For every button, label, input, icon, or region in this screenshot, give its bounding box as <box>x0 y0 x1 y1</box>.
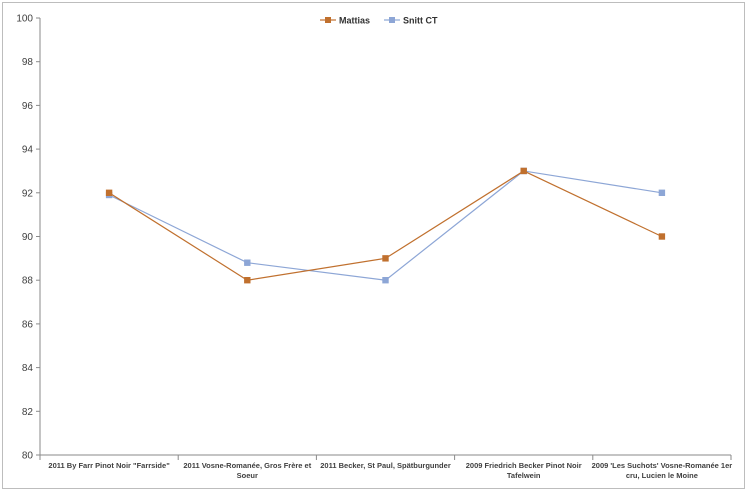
x-tick-label: 2011 Vosne-Romanée, Gros Frère et Soeur <box>183 461 311 480</box>
y-tick-label: 92 <box>22 188 34 199</box>
data-point <box>520 167 527 175</box>
x-tick-label: 2011 Becker, St Paul, Spätburgunder <box>320 461 451 470</box>
legend-label: Snitt CT <box>403 16 438 26</box>
data-point <box>244 277 251 284</box>
x-tick-label-line: Tafelwein <box>507 471 541 480</box>
data-point <box>382 277 389 284</box>
x-tick-label: 2009 Friedrich Becker Pinot Noir Tafelwei… <box>466 461 582 480</box>
y-tick-label: 80 <box>22 451 34 462</box>
y-tick-label: 84 <box>22 363 34 374</box>
y-tick-label: 86 <box>22 319 34 330</box>
y-tick-label: 96 <box>22 101 34 112</box>
y-tick-label: 90 <box>22 232 34 243</box>
y-tick-label: 88 <box>22 276 34 287</box>
x-tick-label-line: 2011 By Farr Pinot Noir "Farrside" <box>48 461 170 470</box>
x-tick-label: 2011 By Farr Pinot Noir "Farrside" <box>48 461 170 470</box>
chart-frame <box>2 2 745 489</box>
x-tick-label-line: Soeur <box>237 471 258 480</box>
y-tick-label: 82 <box>22 407 34 418</box>
data-point <box>382 255 389 262</box>
legend-marker <box>389 17 395 23</box>
x-tick-label-line: 2011 Becker, St Paul, Spätburgunder <box>320 461 451 470</box>
y-tick-label: 94 <box>22 145 34 156</box>
data-point <box>105 189 113 196</box>
x-tick-label-line: cru, Lucien le Moine <box>626 471 698 480</box>
data-point <box>658 233 666 240</box>
y-tick-label: 100 <box>16 14 33 25</box>
data-point <box>658 189 666 196</box>
x-tick-label: 2009 'Les Suchots' Vosne-Romanée 1er cru,… <box>592 461 733 480</box>
y-tick-label: 98 <box>22 57 34 68</box>
legend-marker <box>325 17 331 23</box>
data-point <box>244 259 251 266</box>
x-tick-label-line: 2009 'Les Suchots' Vosne-Romanée 1er <box>592 461 733 470</box>
series-line-snitt-ct <box>108 170 662 281</box>
x-tick-label-line: 2011 Vosne-Romanée, Gros Frère et <box>183 461 311 470</box>
x-tick-label-line: 2009 Friedrich Becker Pinot Noir <box>466 461 582 470</box>
legend-label: Mattias <box>339 16 370 26</box>
series-line-mattias <box>108 170 663 281</box>
